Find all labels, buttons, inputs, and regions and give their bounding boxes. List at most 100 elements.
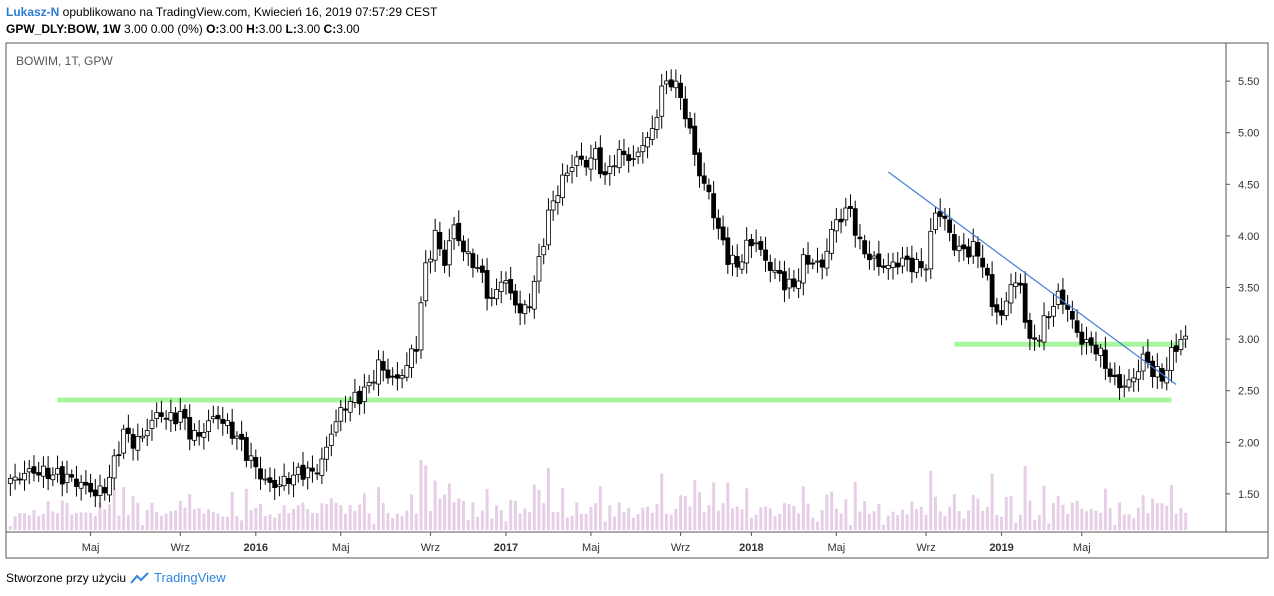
candle-body: [206, 420, 212, 432]
volume-bar: [598, 486, 602, 530]
volume-bar: [410, 494, 414, 530]
volume-bar: [754, 514, 758, 530]
volume-bar: [1018, 514, 1022, 530]
candle-body: [380, 361, 386, 371]
y-axis[interactable]: 1.50 2.00 2.50 3.00 3.50 4.00 4.50 5.00 5.50: [1226, 76, 1259, 501]
volume-bar: [1089, 508, 1093, 530]
volume-bar: [631, 517, 635, 530]
volume-bar: [740, 509, 744, 530]
candle-body: [465, 251, 471, 255]
candle-body: [107, 476, 112, 496]
volume-bar: [613, 516, 617, 530]
created-with-text: Stworzone przy użyciu: [6, 570, 127, 585]
volume-bar: [178, 500, 182, 530]
volume-bar: [32, 509, 36, 530]
candle-body: [819, 259, 825, 268]
candle-body: [725, 237, 731, 265]
candle-body: [437, 231, 443, 250]
candle-body: [645, 137, 650, 148]
volume-bar: [528, 512, 532, 530]
volume-bar: [141, 525, 145, 530]
volume-bar: [249, 510, 253, 530]
author-name[interactable]: Lukasz-N: [6, 5, 60, 19]
candle-body: [635, 151, 641, 157]
candle-body: [1103, 349, 1108, 369]
price-info: 3.00 0.00 (0%): [120, 22, 207, 36]
candle-body: [484, 270, 490, 299]
volume-bar: [523, 508, 527, 530]
volume-bar: [990, 473, 994, 530]
candle-body: [810, 262, 816, 265]
candle-body: [361, 386, 367, 403]
volume-bar: [910, 501, 914, 530]
candle-body: [1088, 337, 1094, 346]
candle-body: [428, 258, 433, 263]
candle-body: [579, 155, 584, 160]
volume-bar: [414, 513, 418, 530]
candle-body: [583, 160, 589, 168]
volume-bar: [372, 523, 376, 530]
candle-body: [933, 212, 938, 230]
footer: Stworzone przy użyciu TradingView: [6, 570, 226, 585]
candle-body: [319, 458, 325, 476]
volume-bar: [296, 505, 300, 530]
candle-body: [975, 242, 981, 257]
volume-bar: [707, 505, 711, 530]
volume-bar: [79, 512, 83, 530]
volume-bar: [669, 514, 673, 530]
candle-body: [116, 454, 122, 457]
candle-body: [961, 244, 967, 250]
volume-bar: [306, 508, 310, 530]
candle-body: [253, 457, 259, 468]
volume-bar: [933, 496, 937, 530]
candle-body: [739, 261, 745, 270]
candle-body: [1051, 306, 1056, 317]
candle-body: [758, 241, 764, 250]
candle-body: [130, 434, 136, 449]
volume-bar: [230, 491, 234, 530]
volume-bar: [126, 515, 130, 530]
candle-body: [276, 484, 282, 488]
volume-bar: [56, 513, 60, 530]
volume-bar: [778, 513, 782, 530]
volume-bar: [433, 480, 437, 530]
volume-bar: [797, 513, 801, 530]
volume-bar: [679, 495, 683, 530]
volume-bar: [1174, 513, 1178, 530]
volume-bar: [480, 510, 484, 530]
candle-body: [111, 455, 117, 479]
tradingview-link[interactable]: TradingView: [154, 570, 226, 585]
candle-body: [69, 474, 75, 478]
volume-bar: [405, 510, 409, 530]
candle-body: [678, 82, 683, 98]
volume-bar: [348, 505, 352, 530]
candle-body: [522, 304, 528, 314]
candle-body: [843, 207, 849, 221]
candle-body: [541, 246, 547, 256]
volume-bar: [712, 482, 716, 530]
candle-body: [1074, 320, 1080, 333]
volume-bar: [41, 513, 45, 530]
candle-body: [588, 157, 594, 170]
candle-body: [989, 274, 995, 308]
candle-body: [409, 348, 414, 368]
volume-bar: [164, 513, 168, 530]
ohlc-line: GPW_DLY:BOW, 1W 3.00 0.00 (0%) O:3.00 H:…: [6, 22, 360, 36]
volume-bar: [419, 460, 423, 530]
candle-body: [1126, 379, 1132, 388]
volume-bar: [443, 494, 447, 530]
candle-body: [711, 193, 717, 219]
volume-bar: [943, 515, 947, 530]
candle-body: [513, 290, 518, 306]
x-axis[interactable]: Maj Wrz 2016 Maj Wrz 2017 Maj Wrz 2018 Maj Wrz 2019…: [82, 532, 1091, 554]
volume-bar: [924, 514, 928, 530]
volume-bar: [1122, 514, 1126, 530]
volume-bar: [1070, 502, 1074, 530]
volume-bar: [107, 504, 111, 530]
volume-bar: [830, 491, 834, 530]
volume-bar: [367, 513, 371, 530]
candle-body: [862, 240, 868, 255]
candle-body: [215, 414, 221, 420]
candle-body: [503, 280, 509, 284]
